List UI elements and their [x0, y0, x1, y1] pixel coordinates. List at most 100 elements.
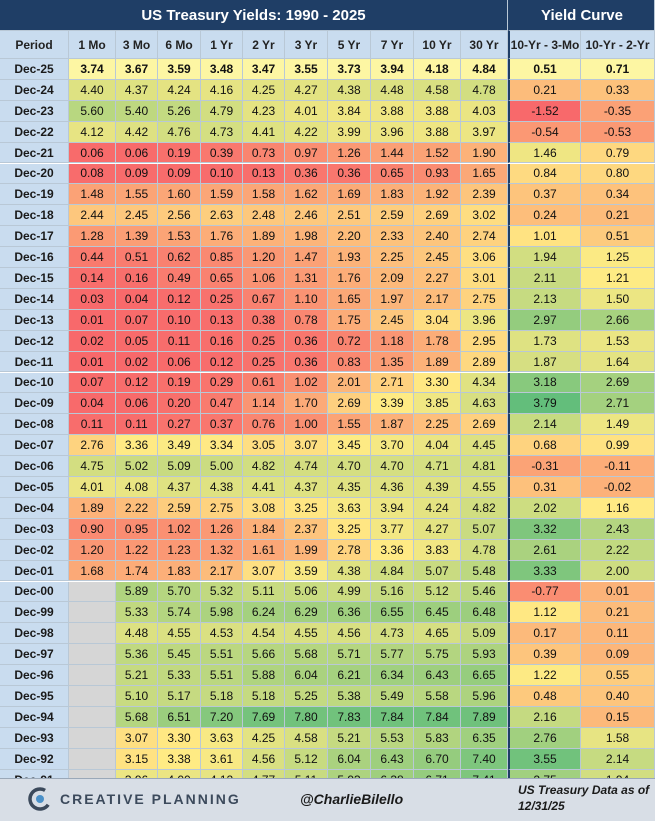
curve-spread-cell: 2.02 [508, 497, 581, 519]
yield-cell: 5.40 [116, 100, 158, 122]
yield-cell: 4.54 [243, 623, 285, 645]
yield-cell: 1.02 [285, 372, 328, 394]
yield-cell: 3.94 [371, 497, 414, 519]
header-curve-spread: 10-Yr - 2-Yr [581, 31, 655, 59]
curve-spread-cell: 0.34 [581, 184, 655, 206]
yield-cell [69, 748, 116, 770]
yield-cell: 3.25 [328, 518, 371, 540]
yield-cell: 2.71 [371, 372, 414, 394]
curve-spread-cell: 2.71 [581, 393, 655, 415]
yield-cell: 4.73 [371, 623, 414, 645]
yield-cell [69, 644, 116, 666]
yield-cell: 1.18 [371, 330, 414, 352]
yield-cell: 2.39 [461, 184, 508, 206]
yield-cell: 0.95 [116, 518, 158, 540]
yield-cell: 0.73 [243, 142, 285, 164]
yield-cell: 0.85 [201, 247, 243, 268]
yield-cell: 2.33 [371, 226, 414, 248]
yield-cell: 2.25 [414, 414, 461, 436]
yield-cell: 2.63 [201, 205, 243, 227]
yield-cell: 2.59 [371, 205, 414, 227]
curve-spread-cell: 1.16 [581, 497, 655, 519]
yield-cell: 4.01 [285, 100, 328, 122]
yield-cell: 0.14 [69, 268, 116, 289]
yield-cell: 6.35 [461, 727, 508, 749]
table-title: US Treasury Yields: 1990 - 2025 [0, 0, 508, 31]
yield-cell: 1.89 [414, 351, 461, 373]
yield-cell: 0.49 [158, 268, 201, 289]
yield-cell: 2.01 [328, 372, 371, 394]
yield-cell: 1.62 [285, 184, 328, 206]
curve-spread-cell: 1.25 [581, 247, 655, 268]
yield-cell: 1.60 [158, 184, 201, 206]
yield-cell: 1.69 [328, 184, 371, 206]
yield-cell: 5.46 [461, 581, 508, 603]
yield-cell: 0.09 [116, 163, 158, 185]
yield-cell: 2.17 [414, 288, 461, 310]
curve-spread-cell: -0.77 [508, 581, 581, 603]
header-maturity: 1 Mo [69, 31, 116, 59]
yield-cell: 7.20 [201, 706, 243, 728]
yield-cell: 0.12 [201, 351, 243, 373]
period-label: Dec-14 [0, 288, 69, 310]
yield-cell: 1.52 [414, 142, 461, 164]
period-label: Dec-11 [0, 351, 69, 373]
yield-cell: 4.23 [243, 100, 285, 122]
yield-cell: 6.34 [371, 665, 414, 686]
yield-cell: 1.78 [414, 330, 461, 352]
yield-cell: 0.39 [201, 142, 243, 164]
yield-cell: 5.26 [158, 100, 201, 122]
curve-spread-cell: 1.73 [508, 330, 581, 352]
period-label: Dec-93 [0, 727, 69, 749]
yield-cell: 3.55 [285, 59, 328, 80]
period-label: Dec-12 [0, 330, 69, 352]
yield-cell: 0.61 [243, 372, 285, 394]
period-label: Dec-20 [0, 163, 69, 185]
yield-cell: 0.27 [158, 414, 201, 436]
yield-cell: 0.06 [158, 351, 201, 373]
yield-cell [69, 727, 116, 749]
yield-cell: 3.30 [158, 727, 201, 749]
period-label: Dec-15 [0, 268, 69, 289]
yield-cell: 4.25 [243, 79, 285, 101]
yield-cell: 4.76 [158, 121, 201, 143]
yield-cell: 5.21 [116, 665, 158, 686]
yield-cell: 1.59 [201, 184, 243, 206]
yield-cell: 5.75 [414, 644, 461, 666]
yield-cell: 0.04 [116, 288, 158, 310]
curve-spread-cell: 2.11 [508, 268, 581, 289]
curve-spread-cell: 1.46 [508, 142, 581, 164]
yield-cell: 4.08 [116, 477, 158, 498]
curve-spread-cell: 0.48 [508, 686, 581, 707]
curve-spread-cell: 1.12 [508, 602, 581, 624]
yield-cell: 1.20 [243, 247, 285, 268]
curve-spread-cell: 0.24 [508, 205, 581, 227]
yield-cell [69, 706, 116, 728]
yield-cell: 4.37 [116, 79, 158, 101]
yield-cell: 6.43 [371, 748, 414, 770]
yield-cell: 5.11 [243, 581, 285, 603]
yield-cell: 1.76 [201, 226, 243, 248]
period-label: Dec-99 [0, 602, 69, 624]
yield-cell: 4.25 [243, 727, 285, 749]
curve-spread-cell: 1.53 [581, 330, 655, 352]
yield-cell: 0.13 [243, 163, 285, 185]
yield-cell: 4.84 [371, 560, 414, 582]
yield-cell: 1.48 [69, 184, 116, 206]
yield-cell: 7.84 [371, 706, 414, 728]
yield-cell: 4.45 [461, 435, 508, 457]
period-label: Dec-94 [0, 706, 69, 728]
yield-cell: 5.89 [116, 581, 158, 603]
yield-cell: 0.02 [69, 330, 116, 352]
yield-cell: 5.60 [69, 100, 116, 122]
yield-cell: 4.78 [461, 539, 508, 561]
curve-spread-cell: 0.21 [581, 602, 655, 624]
period-label: Dec-92 [0, 748, 69, 770]
yield-cell: 2.17 [201, 560, 243, 582]
yield-cell: 5.02 [116, 456, 158, 477]
yield-cell: 2.59 [158, 497, 201, 519]
curve-spread-cell: 0.51 [508, 59, 581, 80]
curve-spread-cell: 3.55 [508, 748, 581, 770]
yield-cell: 0.05 [116, 330, 158, 352]
